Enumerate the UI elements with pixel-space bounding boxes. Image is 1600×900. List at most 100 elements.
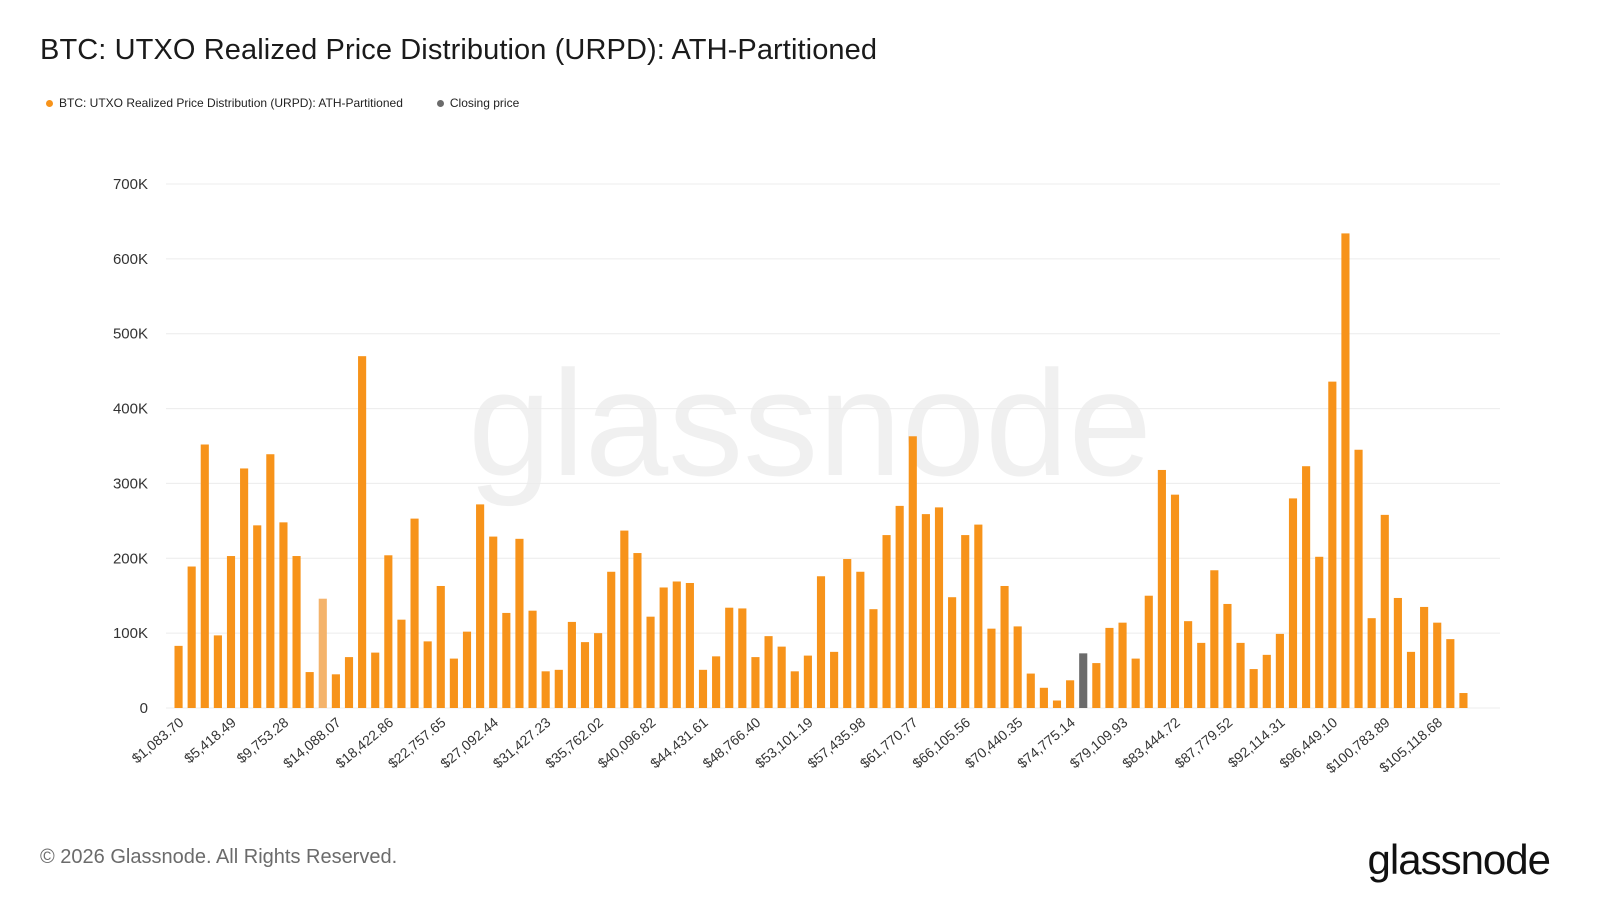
bar[interactable] <box>934 507 944 708</box>
glassnode-logo[interactable]: glassnode <box>1367 836 1551 883</box>
bar-closing-price[interactable] <box>1079 653 1088 708</box>
bar[interactable] <box>541 671 550 708</box>
bar[interactable] <box>554 669 563 708</box>
bar[interactable] <box>213 635 222 708</box>
bar[interactable] <box>1144 595 1153 708</box>
bar[interactable] <box>1446 639 1455 708</box>
bar[interactable] <box>1170 494 1180 708</box>
bar[interactable] <box>1157 469 1166 708</box>
legend-item-urpd[interactable]: BTC: UTXO Realized Price Distribution (U… <box>46 96 403 110</box>
bar[interactable] <box>751 657 760 708</box>
bar[interactable] <box>1223 603 1232 708</box>
bar[interactable] <box>974 524 983 708</box>
bar[interactable] <box>1420 606 1429 708</box>
bar[interactable] <box>843 559 852 708</box>
bar[interactable] <box>174 645 183 708</box>
bar[interactable] <box>200 444 209 708</box>
bar[interactable] <box>371 652 380 708</box>
bar[interactable] <box>961 535 970 708</box>
bar[interactable] <box>1315 556 1324 708</box>
bar-highlight[interactable] <box>318 598 327 708</box>
bar[interactable] <box>515 538 524 708</box>
bar[interactable] <box>462 631 472 708</box>
bar[interactable] <box>698 669 708 708</box>
bar[interactable] <box>226 556 236 708</box>
bar[interactable] <box>1459 693 1468 708</box>
bar[interactable] <box>921 514 930 708</box>
bar[interactable] <box>869 609 878 708</box>
bar[interactable] <box>331 674 340 708</box>
bar[interactable] <box>1052 700 1062 708</box>
bar[interactable] <box>1131 658 1140 708</box>
bar[interactable] <box>790 671 799 708</box>
bar[interactable] <box>397 619 406 708</box>
bar[interactable] <box>528 610 537 708</box>
bar[interactable] <box>436 585 445 708</box>
bar[interactable] <box>672 581 681 708</box>
bar[interactable] <box>253 525 262 708</box>
bar[interactable] <box>423 641 432 708</box>
bar[interactable] <box>1249 669 1258 708</box>
bar[interactable] <box>187 566 196 708</box>
bar[interactable] <box>620 530 629 708</box>
bar[interactable] <box>633 553 642 708</box>
bar[interactable] <box>567 621 576 708</box>
bar[interactable] <box>1105 627 1114 708</box>
bar[interactable] <box>738 608 747 708</box>
bar[interactable] <box>1118 622 1127 708</box>
bar[interactable] <box>384 555 393 708</box>
bar[interactable] <box>489 536 498 708</box>
bar[interactable] <box>580 642 590 708</box>
bar[interactable] <box>1341 233 1350 709</box>
bar[interactable] <box>1288 498 1298 708</box>
bar[interactable] <box>607 571 616 708</box>
bar[interactable] <box>502 612 511 708</box>
bar[interactable] <box>777 646 786 708</box>
bar[interactable] <box>895 505 904 708</box>
bar[interactable] <box>987 628 996 708</box>
bar[interactable] <box>1013 626 1022 708</box>
bar[interactable] <box>1380 514 1389 708</box>
bar[interactable] <box>1406 651 1416 708</box>
bar[interactable] <box>1210 570 1219 708</box>
bar[interactable] <box>803 655 812 708</box>
bar[interactable] <box>646 616 655 708</box>
bar[interactable] <box>266 454 275 708</box>
bar[interactable] <box>659 587 668 708</box>
bar[interactable] <box>1197 642 1206 708</box>
bar[interactable] <box>948 597 957 708</box>
bar[interactable] <box>292 556 301 708</box>
bar[interactable] <box>1000 585 1009 708</box>
bar[interactable] <box>1066 680 1075 708</box>
bar[interactable] <box>476 504 485 708</box>
bar[interactable] <box>1236 642 1245 708</box>
bar[interactable] <box>449 658 458 708</box>
bar[interactable] <box>1433 622 1442 708</box>
bar[interactable] <box>712 656 721 708</box>
bar[interactable] <box>594 633 603 708</box>
bar[interactable] <box>305 672 314 708</box>
bar[interactable] <box>344 657 354 708</box>
bar[interactable] <box>1302 466 1311 708</box>
bar[interactable] <box>1354 449 1363 708</box>
bar[interactable] <box>764 636 773 708</box>
bar[interactable] <box>882 535 891 708</box>
bar[interactable] <box>1393 597 1402 708</box>
bar[interactable] <box>279 522 288 708</box>
bar[interactable] <box>856 571 865 708</box>
bar[interactable] <box>816 576 826 708</box>
bar[interactable] <box>830 651 839 708</box>
bar[interactable] <box>1367 618 1376 708</box>
bar[interactable] <box>1026 673 1035 708</box>
bar[interactable] <box>725 607 734 708</box>
legend-item-closing-price[interactable]: Closing price <box>436 96 519 110</box>
bar[interactable] <box>1092 663 1101 708</box>
bar[interactable] <box>908 436 917 708</box>
bar[interactable] <box>1328 381 1337 708</box>
bar[interactable] <box>240 468 249 708</box>
bar[interactable] <box>1275 633 1284 708</box>
bar[interactable] <box>1184 621 1193 708</box>
bar[interactable] <box>1262 654 1271 708</box>
bar[interactable] <box>685 582 694 708</box>
bar[interactable] <box>358 356 367 708</box>
